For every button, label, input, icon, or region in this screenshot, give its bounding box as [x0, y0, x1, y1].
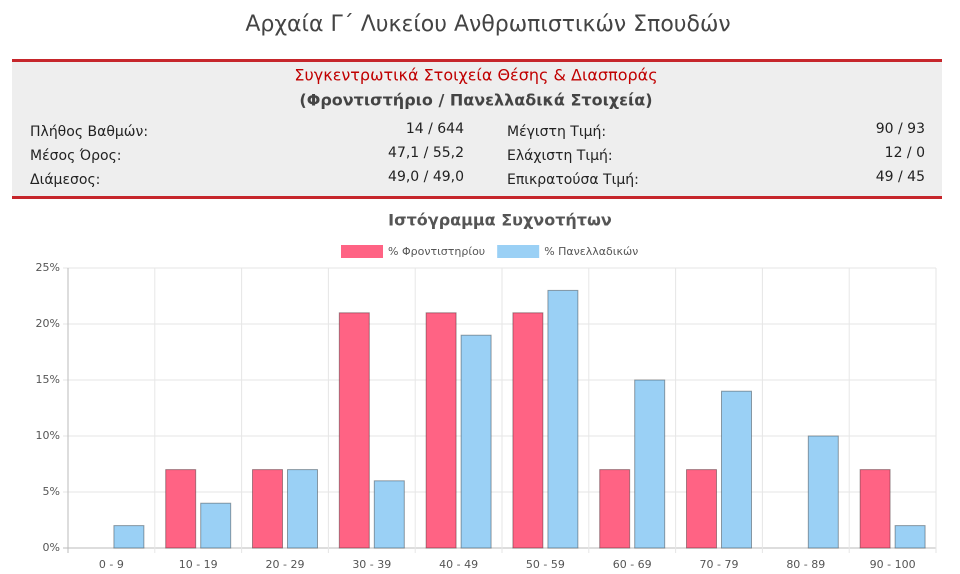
stat-label: Διάμεσος:: [30, 172, 100, 188]
x-tick-label: 10 - 19: [179, 558, 218, 571]
x-tick-label: 80 - 89: [786, 558, 825, 571]
bar: [859, 469, 891, 549]
y-tick-label: 0%: [43, 541, 60, 554]
x-tick-label: 90 - 100: [870, 558, 916, 571]
bar: [287, 469, 318, 549]
stat-label: Μέγιστη Τιμή:: [507, 124, 606, 140]
stat-label: Μέσος Όρος:: [30, 148, 122, 164]
y-tick-label: 5%: [43, 485, 60, 498]
stat-label: Πλήθος Βαθμών:: [30, 124, 148, 140]
legend-swatch: [497, 245, 540, 258]
y-tick-label: 20%: [36, 317, 60, 330]
y-tick-label: 15%: [36, 373, 60, 386]
stat-value: 90 / 93: [876, 121, 925, 137]
bar: [373, 480, 405, 549]
bar: [807, 435, 839, 549]
stats-subtitle: (Φροντιστήριο / Πανελλαδικά Στοιχεία): [299, 91, 652, 110]
x-tick-label: 30 - 39: [352, 558, 391, 571]
stat-value: 47,1 / 55,2: [388, 145, 464, 161]
bar: [425, 312, 457, 549]
page-title: Αρχαία Γ΄ Λυκείου Ανθρωπιστικών Σπουδών: [245, 12, 730, 37]
x-tick-label: 40 - 49: [439, 558, 478, 571]
bar: [165, 469, 197, 549]
bar: [721, 390, 752, 549]
stat-value: 49,0 / 49,0: [388, 169, 464, 185]
bar: [634, 379, 666, 549]
bar: [460, 334, 492, 549]
chart-title: Ιστόγραμμα Συχνοτήτων: [388, 211, 612, 230]
x-tick-label: 70 - 79: [700, 558, 739, 571]
stats-panel: [12, 60, 942, 198]
bar: [547, 289, 579, 549]
x-tick-label: 60 - 69: [613, 558, 652, 571]
bar: [252, 469, 283, 549]
legend-label: % Φροντιστηρίου: [388, 245, 485, 258]
legend-label: % Πανελλαδικών: [544, 245, 638, 258]
bar: [894, 525, 926, 549]
bar: [512, 312, 544, 549]
bar: [599, 469, 631, 549]
bar: [686, 469, 717, 549]
bar: [200, 502, 232, 549]
stat-label: Επικρατούσα Τιμή:: [507, 172, 639, 188]
stat-value: 49 / 45: [876, 169, 925, 185]
x-tick-label: 0 - 9: [99, 558, 124, 571]
stat-label: Ελάχιστη Τιμή:: [507, 148, 613, 164]
y-tick-label: 10%: [36, 429, 60, 442]
stat-value: 12 / 0: [885, 145, 925, 161]
bar: [113, 525, 145, 549]
x-tick-label: 20 - 29: [266, 558, 305, 571]
panel-border: [12, 59, 942, 62]
stats-title: Συγκεντρωτικά Στοιχεία Θέσης & Διασποράς: [294, 66, 657, 85]
x-tick-label: 50 - 59: [526, 558, 565, 571]
y-tick-label: 25%: [36, 261, 60, 274]
stat-value: 14 / 644: [406, 121, 464, 137]
panel-border: [12, 196, 942, 199]
bar: [338, 312, 370, 549]
legend-swatch: [341, 245, 383, 258]
